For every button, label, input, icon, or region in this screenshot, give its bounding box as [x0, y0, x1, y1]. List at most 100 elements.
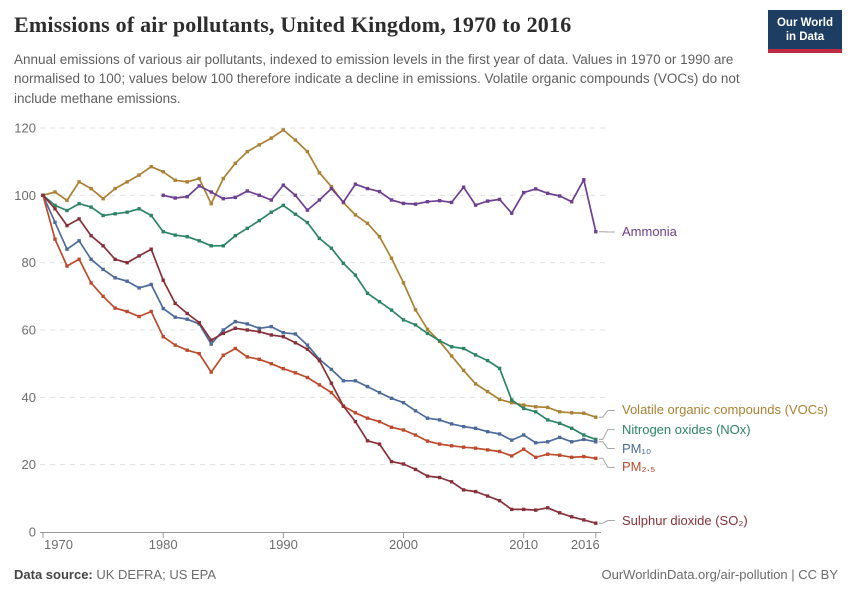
data-point-marker — [269, 324, 273, 329]
data-point-marker — [377, 235, 382, 239]
data-point-marker — [582, 178, 586, 182]
data-point-marker — [317, 358, 322, 363]
data-point-marker — [389, 396, 394, 400]
data-point-marker — [473, 382, 478, 386]
data-point-marker — [209, 190, 213, 194]
data-point-marker — [293, 341, 298, 345]
data-point-marker — [413, 467, 418, 472]
data-point-marker — [329, 381, 334, 385]
data-point-marker — [461, 445, 466, 449]
data-point-marker — [53, 203, 57, 208]
series-label[interactable]: Ammonia — [622, 224, 677, 240]
data-point-marker — [233, 161, 237, 165]
data-point-marker — [65, 198, 69, 203]
data-point-marker — [281, 367, 285, 371]
data-point-marker — [197, 351, 201, 356]
data-point-marker — [425, 331, 430, 336]
line-series[interactable] — [42, 194, 597, 460]
label-connector — [598, 429, 615, 440]
series-label[interactable]: PM₁₀ — [622, 440, 652, 456]
data-point-marker — [425, 439, 430, 443]
data-point-marker — [137, 286, 141, 290]
series-label[interactable]: PM₂.₅ — [622, 459, 656, 475]
y-tick-label-60: 60 — [22, 322, 36, 337]
line-series[interactable] — [162, 178, 597, 233]
data-point-marker — [353, 419, 358, 424]
data-point-marker — [233, 346, 237, 351]
data-point-marker — [570, 200, 574, 204]
data-point-marker — [437, 475, 442, 480]
data-point-marker — [510, 454, 514, 458]
data-point-marker — [546, 418, 550, 422]
y-tick-label-120: 120 — [14, 120, 36, 135]
data-point-marker — [558, 194, 562, 198]
data-point-marker — [65, 208, 69, 213]
data-point-marker — [305, 347, 310, 351]
data-point-marker — [149, 213, 153, 218]
x-tick-label-1980: 1980 — [149, 537, 178, 552]
data-point-marker — [101, 267, 105, 272]
data-point-marker — [510, 438, 514, 442]
chart-subtitle: Annual emissions of various air pollutan… — [14, 52, 740, 106]
line-series[interactable] — [42, 194, 597, 444]
data-point-marker — [245, 328, 249, 332]
data-point-marker — [401, 318, 406, 322]
data-point-marker — [209, 244, 213, 248]
data-point-marker — [257, 357, 261, 361]
data-point-marker — [485, 389, 490, 394]
data-point-marker — [233, 234, 237, 238]
data-point-marker — [377, 189, 382, 194]
data-point-marker — [149, 247, 153, 251]
data-point-marker — [149, 165, 153, 169]
data-point-marker — [161, 170, 165, 174]
data-point-marker — [269, 210, 273, 214]
data-point-marker — [257, 218, 261, 223]
data-point-marker — [341, 404, 346, 408]
series-label[interactable]: Volatile organic compounds (VOCs) — [622, 402, 828, 418]
data-point-marker — [485, 494, 490, 498]
data-point-marker — [185, 195, 189, 199]
data-point-marker — [113, 276, 117, 280]
data-point-marker — [570, 426, 574, 430]
x-tick-label-2000: 2000 — [389, 537, 418, 552]
data-point-marker — [389, 425, 394, 429]
data-point-marker — [113, 212, 117, 216]
x-tick-label-1990: 1990 — [269, 537, 298, 552]
series-label[interactable]: Nitrogen oxides (NOx) — [622, 421, 751, 437]
data-point-marker — [461, 424, 466, 429]
data-point-marker — [245, 226, 249, 230]
data-point-marker — [101, 294, 105, 298]
data-point-marker — [221, 328, 225, 332]
data-point-marker — [233, 195, 237, 200]
data-point-marker — [269, 333, 273, 337]
data-point-marker — [594, 230, 598, 234]
owid-logo[interactable]: Our World in Data — [767, 10, 842, 53]
data-point-marker — [161, 306, 165, 311]
data-point-marker — [510, 401, 514, 405]
y-tick-label-40: 40 — [22, 390, 36, 405]
data-point-marker — [305, 375, 310, 380]
data-point-marker — [185, 311, 189, 316]
data-point-marker — [473, 446, 478, 450]
data-point-marker — [65, 264, 69, 268]
data-point-marker — [425, 474, 430, 478]
series-label[interactable]: Sulphur dioxide (SO₂) — [622, 512, 748, 528]
data-point-marker — [221, 331, 225, 336]
data-point-marker — [269, 362, 273, 366]
data-point-marker — [582, 437, 586, 442]
data-point-marker — [534, 187, 538, 191]
data-point-marker — [353, 379, 358, 383]
data-point-marker — [353, 273, 358, 277]
data-point-marker — [197, 176, 201, 181]
data-point-marker — [473, 426, 478, 430]
data-point-marker — [582, 518, 586, 522]
data-point-marker — [497, 499, 502, 503]
data-point-marker — [437, 442, 442, 446]
owid-logo-line2: in Data — [785, 31, 825, 44]
data-point-marker — [558, 421, 562, 425]
data-point-marker — [113, 186, 117, 191]
data-point-marker — [41, 193, 45, 197]
data-point-marker — [473, 203, 478, 207]
owid-citation-link[interactable]: OurWorldinData.org/air-pollution | CC BY — [601, 567, 838, 582]
